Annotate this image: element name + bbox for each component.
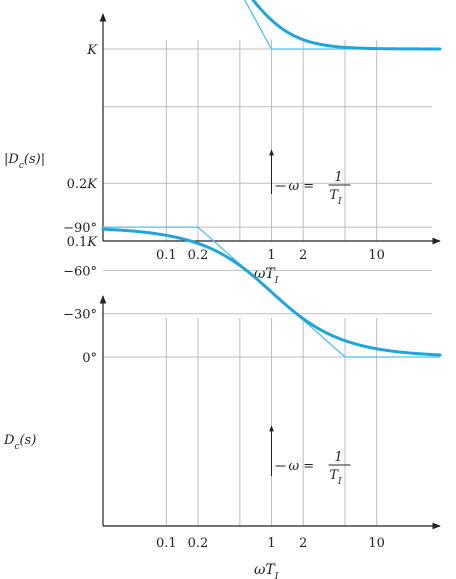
phase-annotation: ω = 1 TI: [269, 425, 351, 487]
phase-axes: [99, 295, 441, 530]
phase-panel: 0.1 0.2 1 2 10 0° −30° −60° −90° Dc(s) ωTI ω = 1 T…: [3, 221, 442, 579]
ph-x-tick-label: 10: [368, 536, 385, 551]
mag-x-tick-label: 1: [267, 248, 275, 263]
magnitude-y-axis-label: |Dc(s)|: [4, 152, 45, 171]
ph-y-tick-label: −60°: [63, 264, 97, 279]
mag-y-tick-label: 0.2K: [67, 177, 99, 192]
ph-y-tick-label: −30°: [63, 308, 97, 323]
ph-annotation-denominator: TI: [329, 468, 342, 487]
magnitude-grid: [103, 40, 432, 242]
ph-x-tick-label: 1: [267, 536, 275, 551]
ph-exact-curve: [101, 227, 442, 357]
mag-x-tick-label: 2: [299, 248, 307, 263]
mag-y-tick-label: K: [86, 43, 98, 58]
ph-x-tick-label: 0.2: [188, 536, 209, 551]
magnitude-axes: [99, 13, 441, 245]
mag-x-tick-label: 0.2: [188, 248, 209, 263]
ph-annotation-numerator: 1: [334, 450, 342, 465]
magnitude-series: [243, 0, 442, 51]
mag-x-tick-label: 0.1: [156, 248, 177, 263]
ph-y-tick-label: −90°: [63, 221, 97, 236]
ph-x-tick-label: 0.1: [156, 536, 177, 551]
mag-x-tick-label: 10: [368, 248, 385, 263]
phase-y-axis-label: Dc(s): [3, 433, 36, 452]
mag-annotation-numerator: 1: [334, 170, 342, 185]
mag-annotation-denominator: TI: [329, 188, 342, 207]
phase-x-axis-label: ωTI: [254, 562, 279, 579]
mag-y-tick-label: 0.1K: [67, 235, 99, 250]
mag-exact-curve: [251, 0, 442, 51]
magnitude-annotation: ω = 1 TI: [269, 149, 351, 207]
ph-y-tick-label: 0°: [82, 351, 97, 366]
mag-annotation-text: ω =: [289, 179, 315, 194]
phase-series: [101, 226, 442, 358]
mag-asymptote-line: [243, 0, 440, 50]
ph-annotation-text: ω =: [289, 459, 315, 474]
ph-x-tick-label: 2: [299, 536, 307, 551]
phase-ticks: 0.1 0.2 1 2 10 0° −30° −60° −90°: [63, 221, 385, 551]
magnitude-x-axis-label: ωTI: [254, 266, 279, 286]
